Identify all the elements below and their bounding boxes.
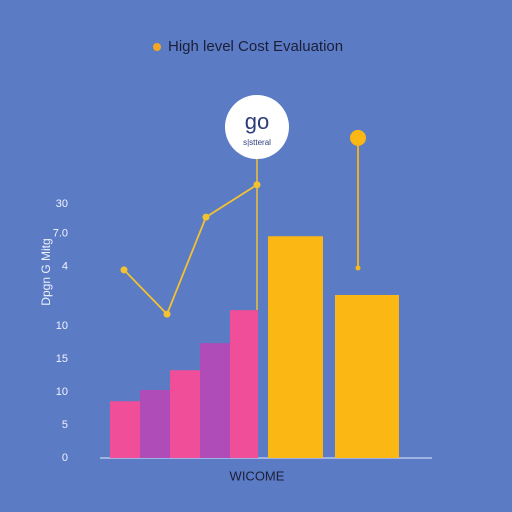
y-axis-label: Dpgn G Mitg (39, 238, 53, 305)
trend-point (163, 310, 171, 318)
logo-subtext: s|stteral (243, 138, 271, 147)
y-tick-label: 15 (56, 353, 68, 365)
bar (140, 390, 170, 458)
y-tick-label: 10 (56, 386, 68, 398)
logo-text: go (245, 109, 269, 134)
bar (110, 401, 140, 458)
bar (230, 310, 258, 458)
y-tick-label: 0 (62, 452, 68, 464)
bar (170, 370, 200, 458)
y-tick-label: 5 (62, 419, 68, 431)
y-tick-label: 4 (62, 261, 68, 273)
chart-title: High level Cost Evaluation (168, 38, 343, 55)
bar (335, 294, 399, 458)
trend-point (202, 213, 210, 221)
y-tick-label: 10 (56, 320, 68, 332)
trend-point (120, 266, 128, 274)
bar (200, 343, 230, 458)
pin-head (350, 129, 366, 146)
trend-line (123, 183, 258, 316)
logo-badge (225, 95, 289, 159)
pin-tip (355, 265, 361, 271)
y-tick-label: 30 (56, 198, 68, 210)
x-axis-label: WICOME (230, 468, 285, 483)
y-tick-label: 7.0 (53, 228, 68, 240)
bar (268, 236, 323, 458)
title-marker (153, 43, 161, 51)
trend-point (253, 181, 261, 189)
